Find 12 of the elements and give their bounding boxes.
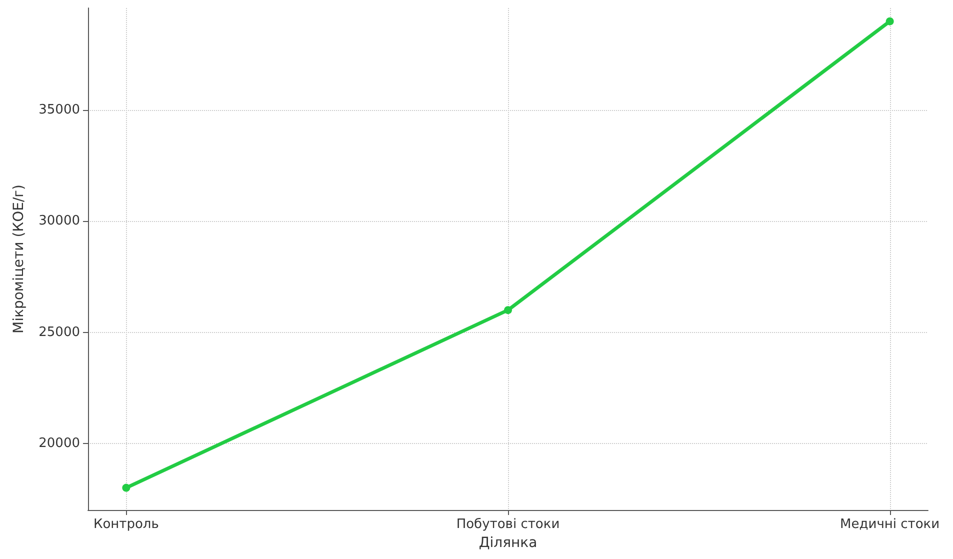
y-axis-title: Мікроміцети (КОЕ/г) — [11, 184, 27, 334]
x-tick-label: Побутові стоки — [456, 517, 560, 532]
point — [122, 484, 130, 492]
y-tick-label: 20000 — [38, 436, 80, 451]
point — [504, 306, 512, 314]
x-axis-title: Ділянка — [478, 534, 538, 551]
y-tick-label: 30000 — [38, 214, 80, 229]
x-tick-label: Медичні стоки — [840, 517, 940, 532]
point — [886, 17, 894, 26]
y-tick-label: 25000 — [38, 324, 80, 340]
y-tick-label: 35000 — [38, 102, 80, 118]
x-tick-label: Контроль — [93, 517, 159, 532]
